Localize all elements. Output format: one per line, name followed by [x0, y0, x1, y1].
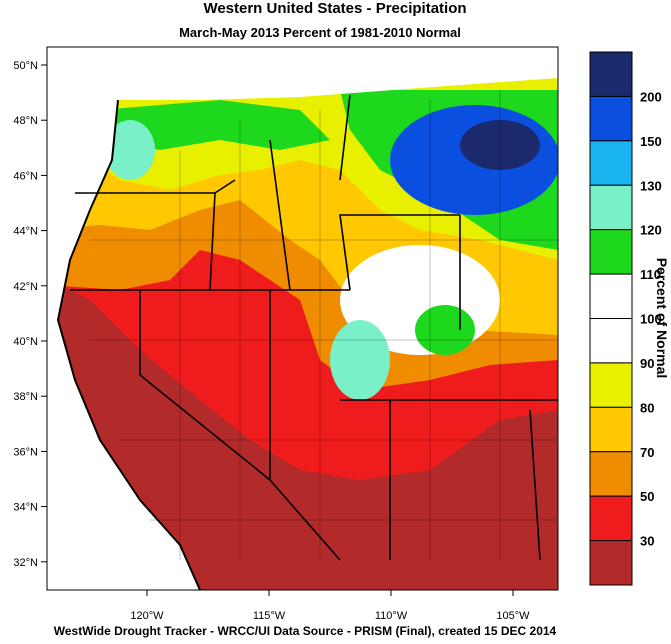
lat-label: 32°N [13, 557, 38, 569]
lon-label: 120°W [130, 610, 164, 622]
colorbar-label: 30 [640, 534, 654, 549]
colorbar-box [589, 540, 633, 586]
region [330, 320, 390, 400]
colorbar-box [589, 495, 633, 542]
colorbar: 200 150 130 120 110 100 90 80 70 50 30 [589, 51, 662, 586]
county-lines [90, 90, 558, 560]
lat-label: 42°N [13, 281, 38, 293]
colorbar-label: 110 [640, 267, 661, 282]
colorbar-box [589, 273, 633, 320]
colorbar-label: 80 [640, 400, 654, 415]
lon-label: 115°W [253, 610, 286, 622]
colorbar-box [589, 51, 633, 97]
colorbar-box [589, 318, 633, 364]
colorbar-box [589, 451, 633, 497]
lon-label: 105°W [496, 610, 530, 622]
colorbar-label: 150 [640, 134, 662, 149]
colorbar-box [589, 95, 633, 142]
title: Western United States - Precipitation [203, 0, 466, 17]
coastline [56, 99, 201, 590]
lat-label: 40°N [13, 336, 38, 348]
lat-label: 38°N [13, 391, 38, 403]
colorbar-label: 50 [640, 489, 654, 504]
map [47, 47, 558, 590]
ocean [47, 100, 200, 590]
footer: WestWide Drought Tracker - WRCC/UI Data … [54, 624, 557, 638]
map-frame [46, 46, 559, 591]
colorbar-label: 200 [640, 89, 662, 104]
colorbar-label: 130 [640, 178, 662, 193]
colorbar-label: 100 [640, 312, 662, 327]
colorbar-title: Percent of Normal [654, 258, 670, 379]
region [100, 100, 330, 150]
colorbar-label: 90 [640, 356, 654, 371]
lat-label: 34°N [13, 502, 38, 514]
lat-label: 46°N [13, 170, 38, 182]
colorbar-box [589, 140, 633, 186]
lat-label: 48°N [13, 115, 38, 127]
lon-axis: 120°W 115°W 110°W 105°W [130, 590, 530, 622]
colorbar-box [589, 406, 633, 453]
lat-axis: 50°N 48°N 46°N 44°N 42°N 40°N 38°N 36°N 34°N 32°N [13, 60, 47, 569]
region [105, 120, 155, 180]
canada [47, 47, 558, 100]
colorbar-box [589, 362, 633, 408]
colorbar-label: 70 [640, 445, 654, 460]
colorbar-box [589, 229, 633, 275]
lon-label: 110°W [375, 610, 408, 622]
lat-label: 36°N [13, 446, 38, 458]
lat-label: 50°N [13, 60, 38, 72]
colorbar-box [589, 184, 633, 231]
lat-label: 44°N [13, 226, 38, 238]
subtitle: March-May 2013 Percent of 1981-2010 Norm… [179, 25, 461, 40]
region [415, 305, 475, 355]
state-lines [70, 94, 558, 561]
colorbar-label: 120 [640, 223, 662, 238]
